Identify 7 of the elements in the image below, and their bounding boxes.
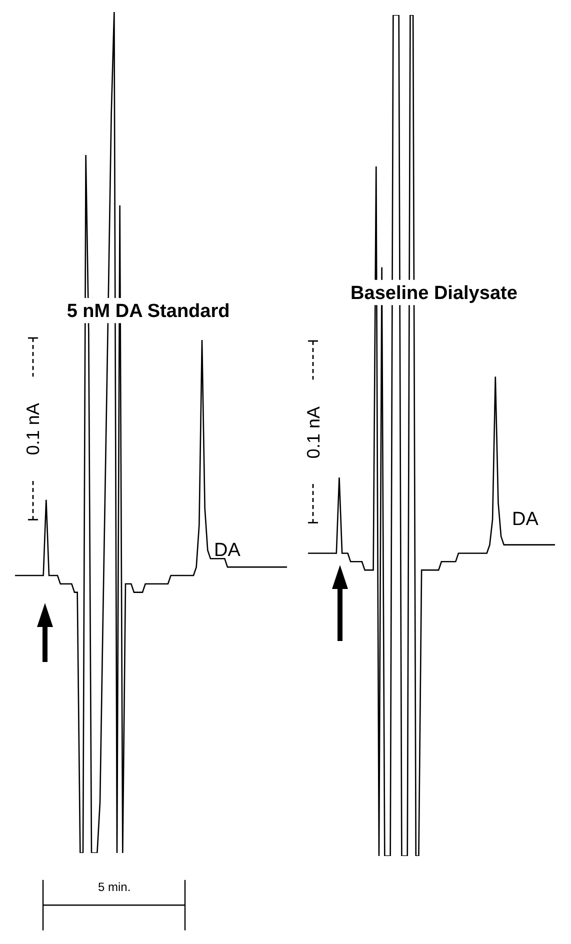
annotation: 0.1 nA — [303, 406, 324, 459]
text: 5 nM DA Standard — [66, 301, 230, 322]
annotation: DA — [214, 540, 241, 561]
text: 5 min. — [98, 880, 131, 894]
annotation: 0.1 nA — [22, 403, 43, 456]
annotation: DA — [512, 509, 539, 530]
text: Baseline Dialysate — [350, 283, 518, 304]
